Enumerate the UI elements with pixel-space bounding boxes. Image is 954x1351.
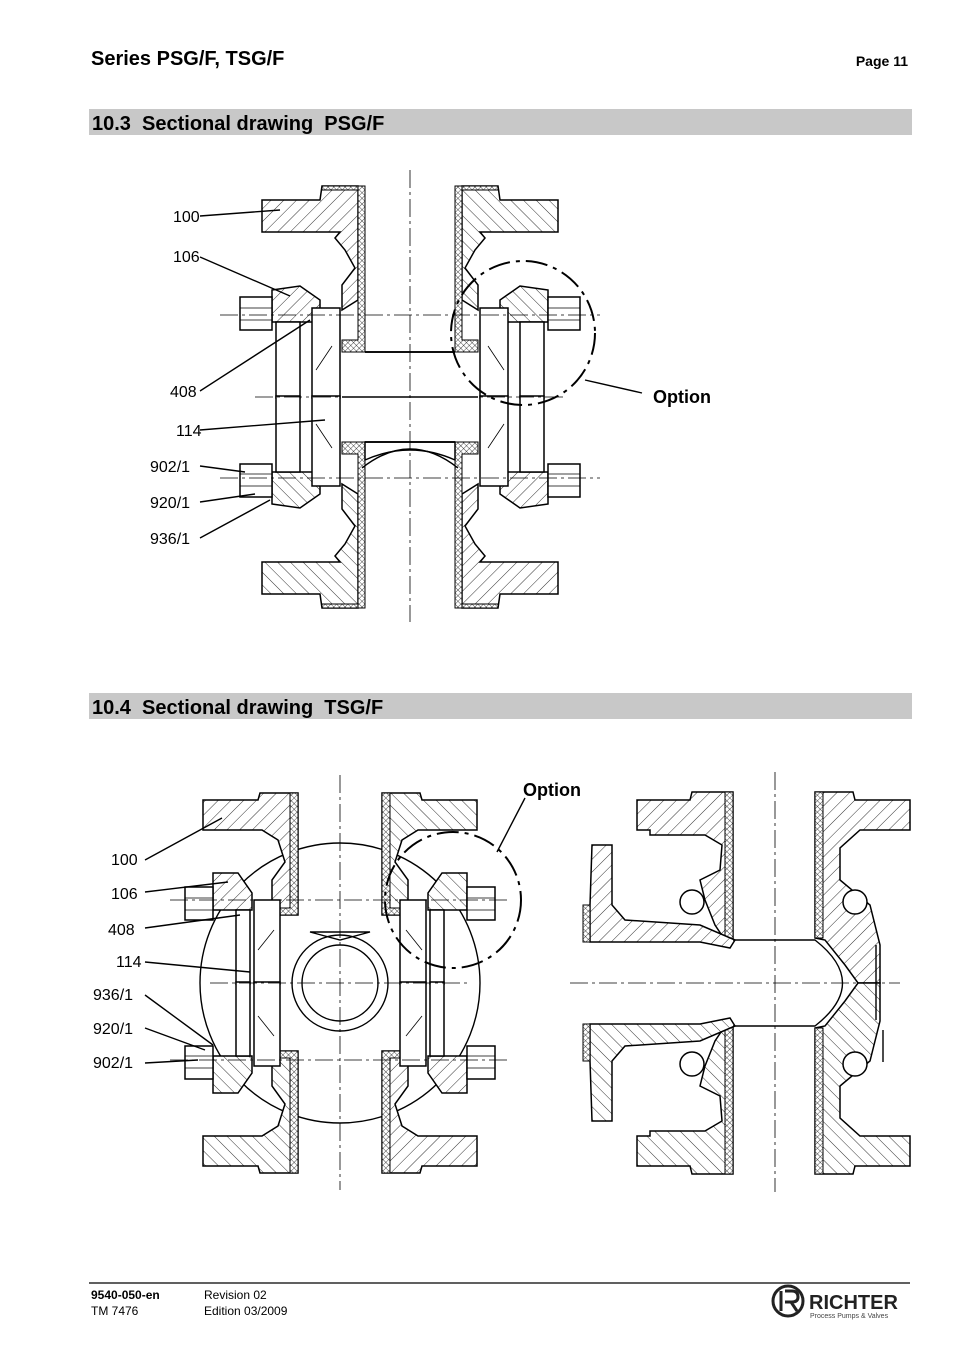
part-label: 936/1 xyxy=(93,987,133,1004)
part-label: 100 xyxy=(173,209,200,226)
part-label: 106 xyxy=(173,249,200,266)
tsg-drawing-part xyxy=(184,792,299,985)
tsg-labels: 100 106 408 114 936/1 920/1 902/1 xyxy=(93,852,142,1072)
tsg-side-drawing-part xyxy=(582,791,911,984)
option-label: Option xyxy=(523,780,581,800)
psg-drawing-part xyxy=(364,395,581,609)
part-label: 936/1 xyxy=(150,531,190,548)
tsg-drawing-part xyxy=(384,831,522,969)
option-label: Option xyxy=(653,387,711,407)
logo: RICHTER Process Pumps & Valves xyxy=(771,1284,898,1320)
part-label: 100 xyxy=(111,852,138,869)
psg-drawing-part xyxy=(364,185,581,399)
psg-drawing-part xyxy=(584,379,643,394)
logo-tagline: Process Pumps & Valves xyxy=(810,1313,889,1320)
psg-drawing xyxy=(220,170,643,622)
part-label: 106 xyxy=(111,886,138,903)
psg-labels: 100 106 408 114 902/1 920/1 936/1 xyxy=(150,209,202,548)
tsg-callouts-part xyxy=(144,817,251,1064)
part-label: 920/1 xyxy=(93,1021,133,1038)
section-heading: 10.4 Sectional drawing TSG/F xyxy=(92,697,383,719)
revision: Revision 02 xyxy=(204,1288,267,1302)
tsg-callouts xyxy=(144,817,251,1064)
tsg-drawing-part xyxy=(496,797,526,853)
tsg-drawing-part xyxy=(184,981,299,1174)
part-label: 920/1 xyxy=(150,495,190,512)
page-number: Page 11 xyxy=(856,53,908,69)
part-label: 408 xyxy=(170,384,197,401)
psg-callouts-part xyxy=(199,209,326,539)
part-label: 408 xyxy=(108,922,135,939)
logo-part xyxy=(779,1289,800,1312)
tsg-drawing-part xyxy=(381,792,496,985)
part-label: 902/1 xyxy=(150,459,190,476)
part-label: 114 xyxy=(116,954,142,971)
edition: Edition 03/2009 xyxy=(204,1304,288,1318)
tsg-drawing-part xyxy=(381,981,496,1174)
tsg-drawing xyxy=(170,775,526,1190)
part-label: 902/1 xyxy=(93,1055,133,1072)
psg-callouts xyxy=(199,209,326,539)
doc-title: Series PSG/F, TSG/F xyxy=(91,48,284,70)
tsg-side-drawing-part xyxy=(582,982,911,1175)
psg-drawing-part xyxy=(361,448,459,469)
tsg-side-drawing-part xyxy=(875,945,884,1062)
logo-text: RICHTER xyxy=(809,1292,898,1314)
tsg-side-drawing xyxy=(570,772,911,1192)
heading-bar xyxy=(89,693,912,719)
psg-drawing-part xyxy=(239,395,456,609)
psg-drawing-part xyxy=(239,185,456,399)
tm-number: TM 7476 xyxy=(91,1304,139,1318)
part-label: 114 xyxy=(176,423,202,440)
section-heading: 10.3 Sectional drawing PSG/F xyxy=(92,113,384,135)
doc-number: 9540-050-en xyxy=(91,1288,160,1302)
heading-bar xyxy=(89,109,912,135)
psg-drawing-part xyxy=(450,260,596,406)
